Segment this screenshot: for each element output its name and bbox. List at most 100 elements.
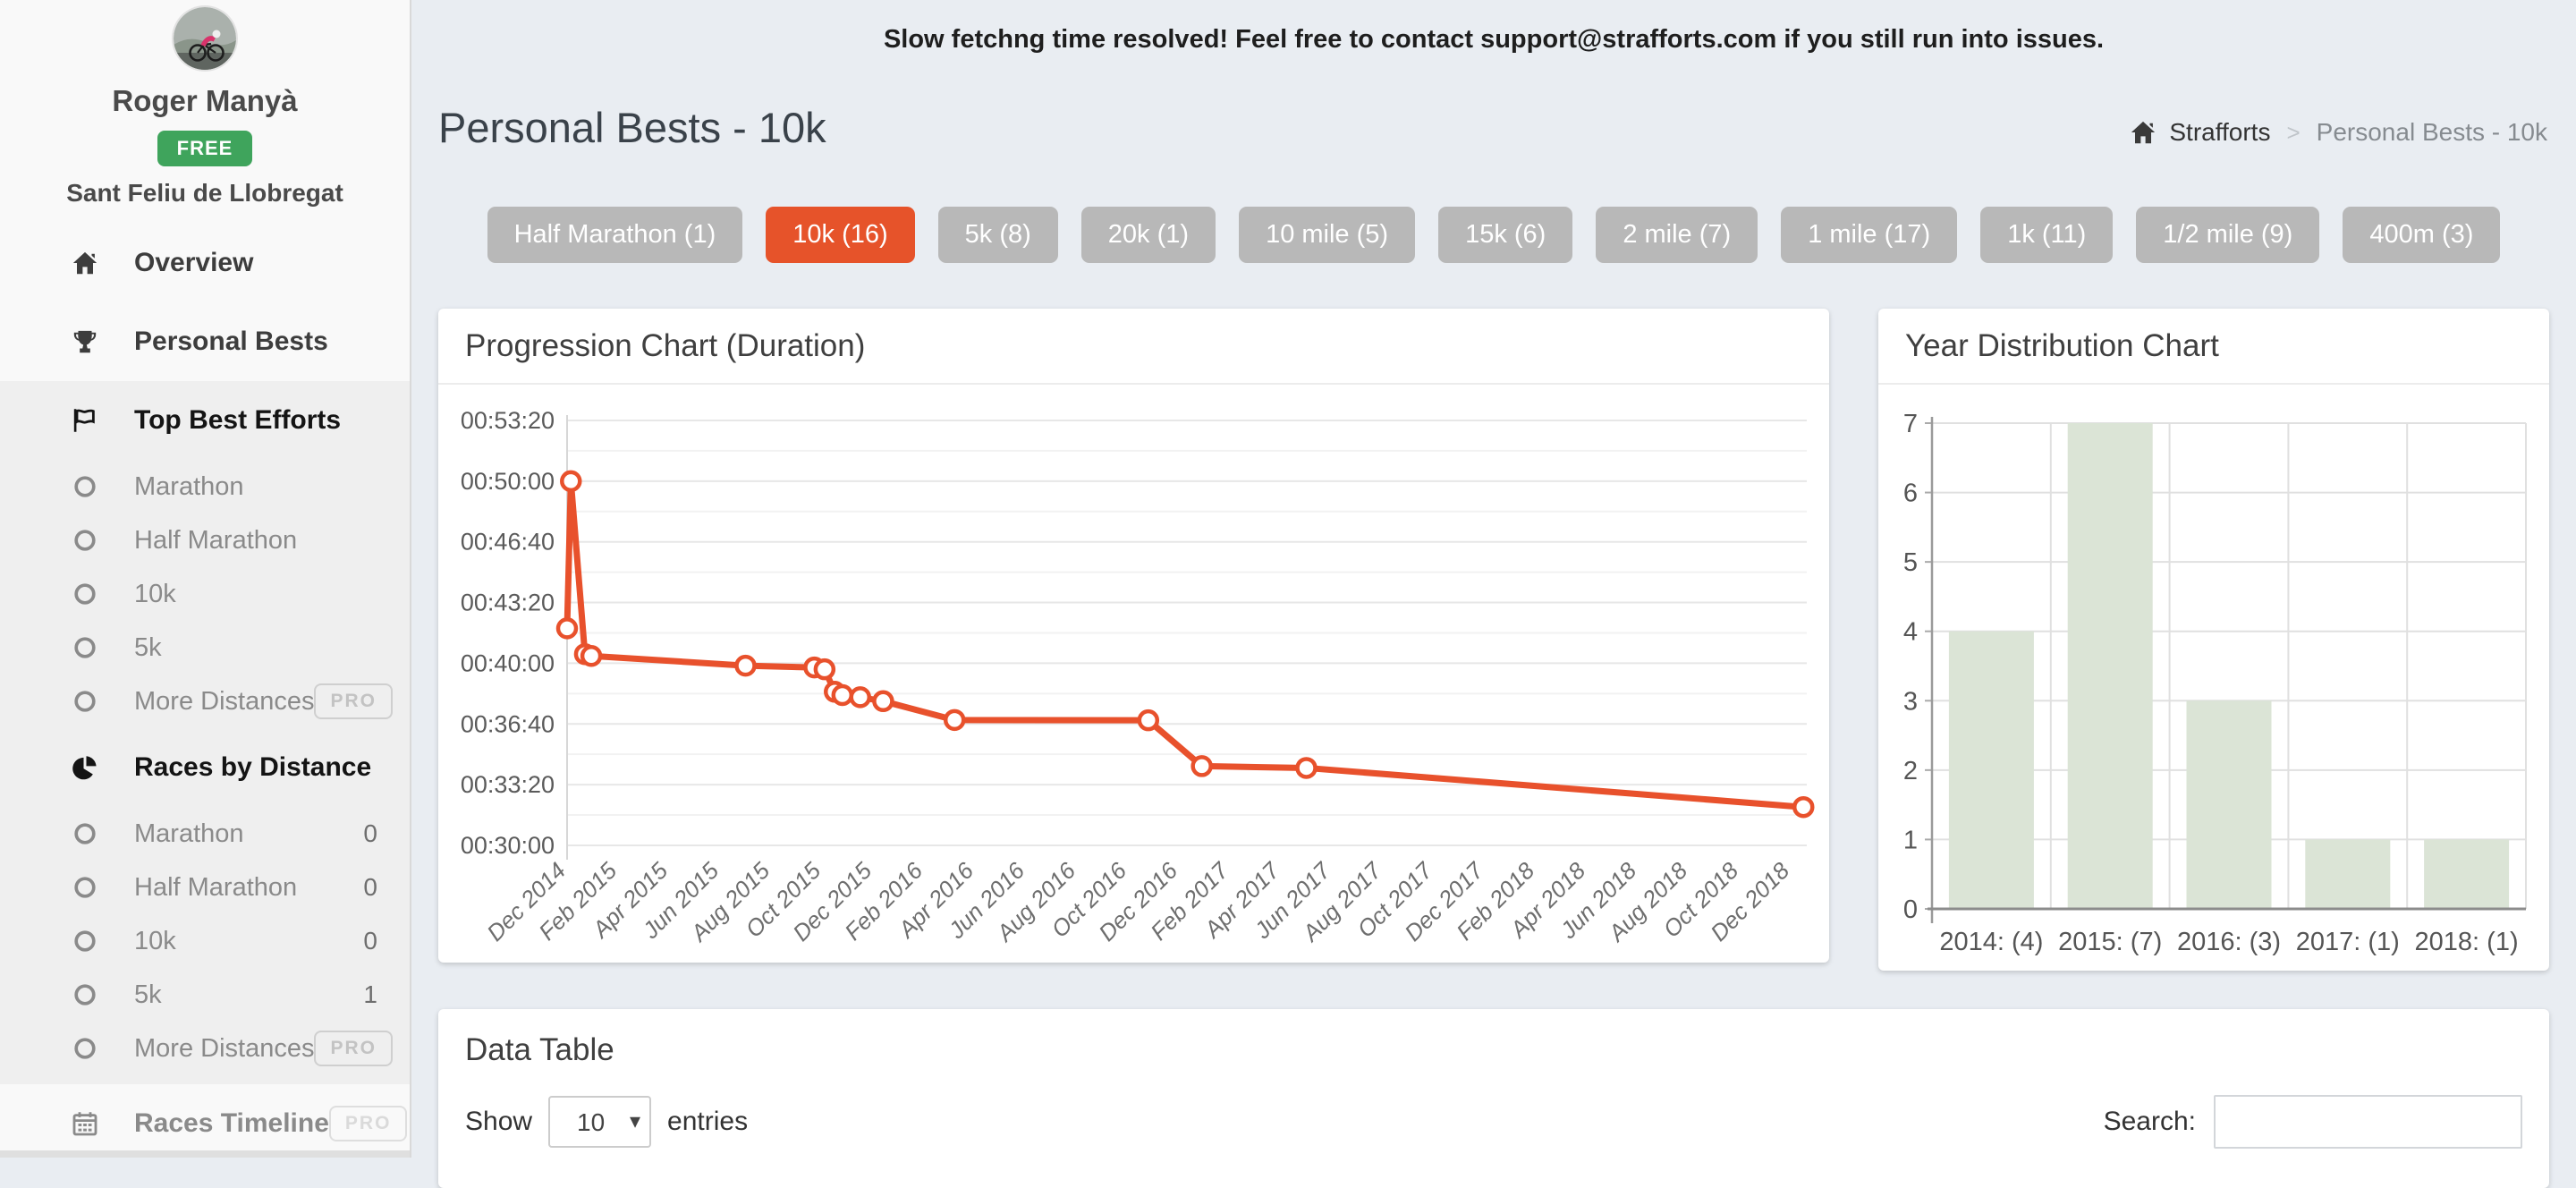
sidebar-item-label: Races Timeline (134, 1108, 329, 1138)
filter-button-5k-8[interactable]: 5k (8) (937, 207, 1058, 263)
svg-text:0: 0 (1903, 895, 1918, 924)
svg-text:2016: (3): 2016: (3) (2177, 928, 2281, 956)
sidebar-item-overview[interactable]: Overview (0, 224, 410, 302)
sidebar-item-label: 10k (134, 579, 176, 608)
sidebar-item-label: Marathon (134, 819, 244, 848)
sidebar-item-personal-bests[interactable]: Personal Bests (0, 302, 410, 381)
sidebar-item-5k[interactable]: 5k (0, 621, 410, 675)
circle-icon (64, 875, 106, 900)
athlete-profile: Roger Manyà FREE Sant Feliu de Llobregat (0, 0, 410, 208)
progression-chart-title: Progression Chart (Duration) (438, 309, 1829, 385)
svg-text:2014: (4): 2014: (4) (1939, 928, 2043, 956)
pro-badge: PRO (314, 683, 393, 719)
pro-badge: PRO (314, 1031, 393, 1066)
flag-icon (64, 407, 106, 434)
svg-text:4: 4 (1903, 618, 1918, 647)
item-count: 0 (363, 873, 377, 901)
plan-badge: FREE (157, 131, 253, 166)
breadcrumb: Strafforts > Personal Bests - 10k (2130, 118, 2547, 147)
page-title: Personal Bests - 10k (438, 104, 826, 151)
svg-text:00:53:20: 00:53:20 (461, 407, 555, 434)
circle-icon (64, 635, 106, 660)
filter-button-15k-6[interactable]: 15k (6) (1438, 207, 1573, 263)
breadcrumb-root[interactable]: Strafforts (2169, 118, 2271, 146)
show-label: Show (465, 1107, 533, 1136)
cyclist-photo (174, 7, 236, 70)
sidebar-item-marathon[interactable]: Marathon 0 (0, 807, 410, 861)
svg-text:00:36:40: 00:36:40 (461, 710, 555, 737)
nav-section: Races Timeline PRO (0, 1084, 410, 1163)
item-count: 0 (363, 819, 377, 847)
filter-button-10-mile-5[interactable]: 10 mile (5) (1239, 207, 1416, 263)
filter-button-1-mile-17[interactable]: 1 mile (17) (1781, 207, 1958, 263)
svg-text:5: 5 (1903, 548, 1918, 577)
circle-icon (64, 1036, 106, 1061)
entries-label: entries (667, 1107, 749, 1136)
sidebar-item-half-marathon[interactable]: Half Marathon 0 (0, 861, 410, 914)
svg-text:00:40:00: 00:40:00 (461, 649, 555, 676)
pie-icon (64, 754, 106, 781)
sidebar-nav: Overview Personal Bests Top Best Efforts Ma… (0, 224, 410, 1163)
year-distribution-title: Year Distribution Chart (1878, 309, 2549, 385)
svg-text:3: 3 (1903, 687, 1918, 716)
nav-section: Top Best Efforts Marathon Half Marathon 10k… (0, 381, 410, 1084)
announcement-banner: Slow fetchng time resolved! Feel free to… (883, 25, 2105, 54)
home-icon[interactable] (2130, 119, 2157, 146)
athlete-location: Sant Feliu de Llobregat (66, 179, 343, 207)
sidebar-item-10k[interactable]: 10k (0, 567, 410, 621)
athlete-name: Roger Manyà (112, 84, 298, 117)
filter-button-400m-3[interactable]: 400m (3) (2343, 207, 2501, 263)
circle-icon (64, 929, 106, 954)
filter-button-10k-16[interactable]: 10k (16) (766, 207, 915, 263)
sidebar-item-label: Half Marathon (134, 872, 298, 902)
sidebar-item-label: 5k (134, 980, 162, 1009)
sidebar-item-label: Half Marathon (134, 525, 298, 555)
filter-button-2-mile-7[interactable]: 2 mile (7) (1596, 207, 1758, 263)
year-distribution-chart: 0 1 2 3 4 5 6 7 2014: (4) 2015: (7) 2016: (3) 2017:… (1878, 385, 2549, 975)
progression-chart-panel: Progression Chart (Duration) 00:53:20 00:… (438, 309, 1829, 963)
svg-text:7: 7 (1903, 410, 1918, 438)
filter-button-1k-11[interactable]: 1k (11) (1980, 207, 2114, 263)
breadcrumb-current: Personal Bests - 10k (2316, 118, 2547, 146)
sidebar-item-marathon[interactable]: Marathon (0, 460, 410, 513)
breadcrumb-separator: > (2286, 118, 2301, 146)
sidebar-item-label: More Distances (134, 1033, 315, 1063)
data-table-panel: Data Table Show 10 ▾ entries Search: (438, 1009, 2549, 1188)
sidebar-bottom-strip (0, 1150, 410, 1158)
nav-section: Overview Personal Bests (0, 224, 410, 381)
sidebar-item-10k[interactable]: 10k 0 (0, 914, 410, 968)
sidebar-item-more-distances[interactable]: More Distances PRO (0, 675, 410, 728)
sidebar-item-5k[interactable]: 5k 1 (0, 968, 410, 1022)
sidebar-item-top-best-efforts[interactable]: Top Best Efforts (0, 381, 410, 460)
circle-icon (64, 474, 106, 499)
pro-badge: PRO (328, 1106, 408, 1141)
home-icon (64, 250, 106, 276)
svg-text:00:30:00: 00:30:00 (461, 832, 555, 859)
svg-text:2018: (1): 2018: (1) (2415, 928, 2519, 956)
sidebar-item-label: 10k (134, 926, 176, 955)
item-count: 1 (363, 980, 377, 1008)
sidebar-item-label: Marathon (134, 471, 244, 501)
svg-text:00:33:20: 00:33:20 (461, 771, 555, 798)
search-input[interactable] (2214, 1095, 2522, 1149)
sidebar-item-races-timeline[interactable]: Races Timeline PRO (0, 1084, 410, 1163)
avatar[interactable] (174, 7, 236, 70)
sidebar-item-label: Top Best Efforts (134, 405, 342, 435)
year-distribution-panel: Year Distribution Chart 0 1 2 3 4 5 6 7 2014: (4… (1878, 309, 2549, 971)
item-count: 0 (363, 927, 377, 955)
filter-button-1-2-mile-9[interactable]: 1/2 mile (9) (2136, 207, 2320, 263)
data-table-controls: Show 10 ▾ entries Search: (465, 1095, 2522, 1149)
svg-text:2015: (7): 2015: (7) (2058, 928, 2162, 956)
sidebar-item-half-marathon[interactable]: Half Marathon (0, 513, 410, 567)
sidebar-item-label: 5k (134, 632, 162, 662)
sidebar-item-races-by-distance[interactable]: Races by Distance (0, 728, 410, 807)
sidebar-item-label: Races by Distance (134, 752, 372, 782)
svg-text:2017: (1): 2017: (1) (2296, 928, 2400, 956)
circle-icon (64, 581, 106, 607)
sidebar-item-more-distances[interactable]: More Distances PRO (0, 1022, 410, 1075)
progression-chart: 00:53:20 00:50:00 00:46:40 00:43:20 00:40:00… (438, 385, 1829, 967)
filter-button-half-marathon-1[interactable]: Half Marathon (1) (487, 207, 743, 263)
svg-text:00:50:00: 00:50:00 (461, 468, 555, 495)
page-size-select[interactable]: 10 (548, 1096, 652, 1148)
filter-button-20k-1[interactable]: 20k (1) (1080, 207, 1216, 263)
